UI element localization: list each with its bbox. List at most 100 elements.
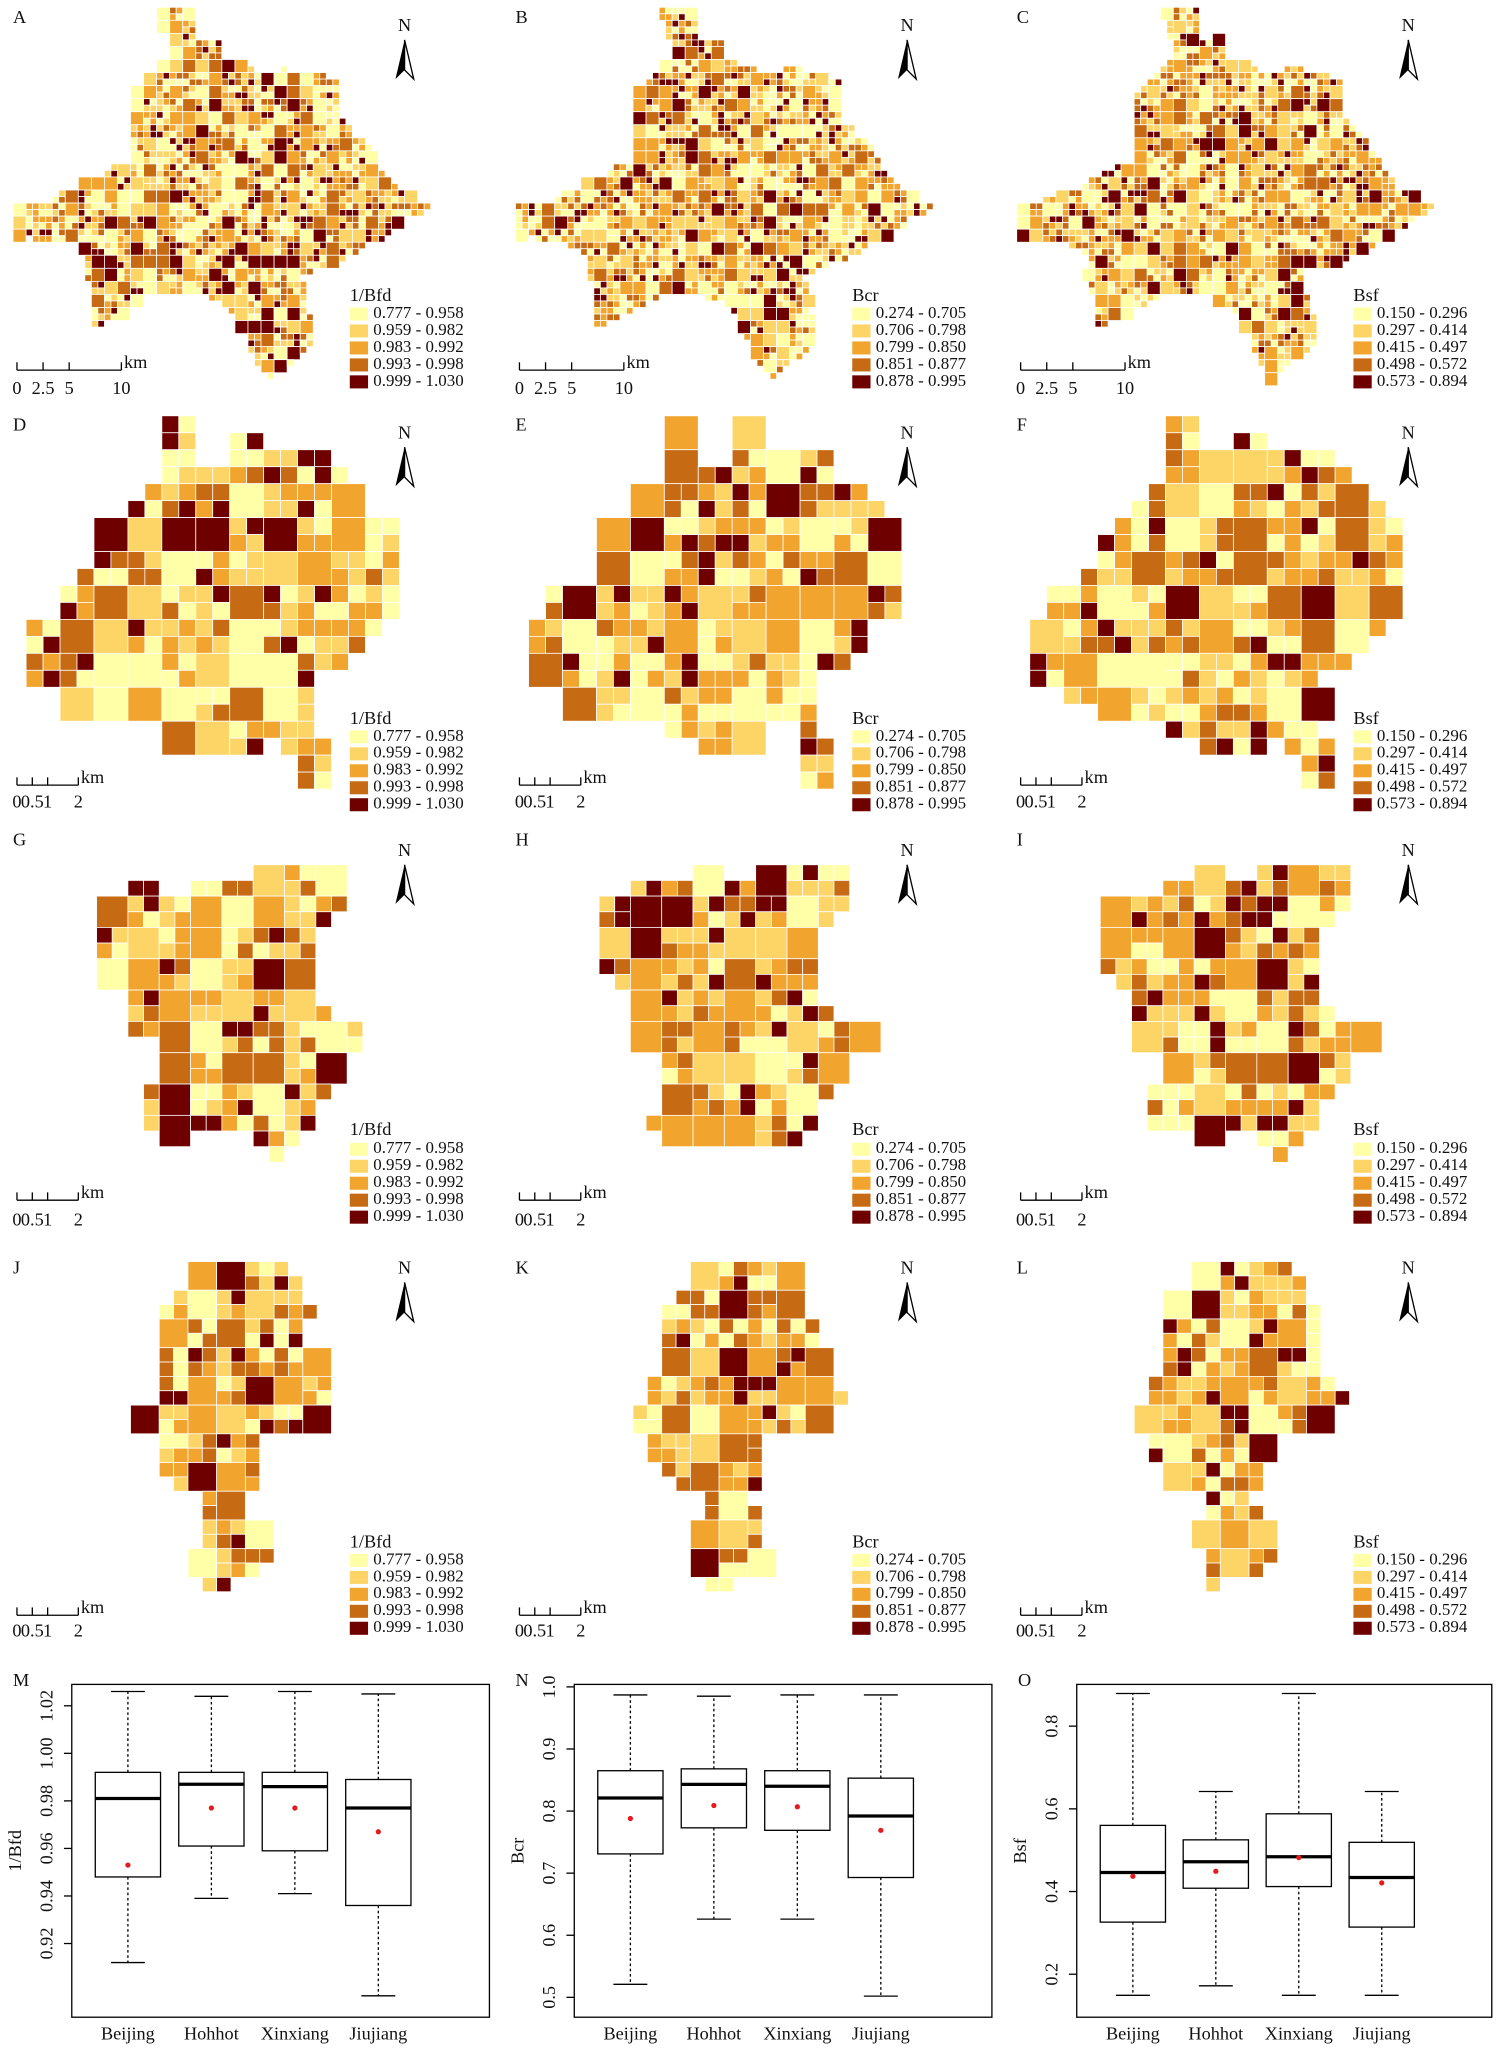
map-block [841, 254, 849, 263]
map-block [697, 85, 712, 100]
map-block [765, 619, 801, 654]
map-block [384, 222, 392, 230]
map-block [817, 895, 835, 913]
map-block [182, 91, 190, 100]
map-block [365, 619, 383, 637]
map-block [1133, 196, 1142, 204]
map-block [632, 163, 647, 178]
map-block [302, 1404, 332, 1435]
map-block [188, 143, 197, 152]
map-block [1218, 170, 1226, 178]
map-block [802, 864, 819, 881]
map-block [697, 534, 716, 552]
map-block [208, 156, 216, 165]
map-block [201, 1361, 218, 1377]
map-block [161, 551, 197, 586]
map-block [1159, 196, 1168, 204]
map-block [671, 170, 680, 178]
map-block [1218, 254, 1226, 263]
map-block [697, 215, 706, 224]
map-block [1316, 254, 1324, 263]
map-block [201, 287, 210, 295]
map-block [678, 156, 686, 165]
map-block [1114, 202, 1122, 210]
map-block [1133, 98, 1142, 106]
map-block [1303, 254, 1318, 269]
north-label: N [900, 1258, 913, 1278]
map-block [241, 254, 249, 263]
map-block [1329, 150, 1337, 158]
map-block [1061, 202, 1070, 210]
map-block [776, 287, 784, 295]
map-block [833, 1390, 849, 1406]
map-block [299, 111, 314, 126]
map-block [1342, 117, 1350, 126]
map-block [632, 254, 640, 263]
map-block [286, 267, 301, 282]
legend-label: 0.573 - 0.894 [1377, 1206, 1468, 1225]
map-block [174, 927, 191, 944]
map-block [1159, 222, 1168, 230]
map-block [704, 222, 712, 230]
map-block [593, 294, 601, 302]
map-block [25, 652, 44, 671]
map-block [692, 974, 710, 991]
scale-tick-label: 0 [515, 378, 524, 398]
map-block [606, 183, 614, 191]
map-block [1101, 202, 1109, 210]
map-block [671, 6, 680, 15]
map-block [661, 880, 678, 897]
map-block [1283, 652, 1302, 671]
map-block [38, 228, 47, 237]
map-block [614, 895, 631, 913]
map-block [288, 1404, 304, 1420]
map-block [613, 183, 621, 191]
map-block [1420, 202, 1429, 210]
map-block [1238, 98, 1246, 106]
map-block [348, 602, 366, 620]
map-block [221, 274, 229, 282]
map-block [1042, 228, 1050, 237]
map-block [1349, 143, 1357, 152]
panel-label: I [1017, 829, 1023, 849]
map-block [671, 39, 680, 47]
map-block [802, 1067, 819, 1085]
map-block [1272, 1099, 1289, 1116]
map-block [1131, 635, 1149, 654]
map-area [515, 6, 934, 380]
map-block [802, 974, 819, 991]
map-block [691, 196, 699, 204]
map-block [645, 209, 653, 217]
map-block [817, 1036, 835, 1054]
map-block [1094, 241, 1102, 250]
map-block [123, 235, 131, 243]
map-block [156, 117, 164, 126]
map-block [162, 85, 171, 93]
map-block [1081, 202, 1089, 210]
map-block [1266, 500, 1285, 518]
map-block [534, 202, 543, 210]
map-block [748, 669, 767, 688]
map-block [1101, 274, 1109, 282]
map-block [808, 241, 817, 250]
map-block [646, 669, 665, 688]
map-block [325, 117, 334, 126]
map-block [169, 137, 177, 145]
map-block [769, 261, 777, 269]
legend-swatch [852, 1587, 871, 1601]
map-block [208, 235, 216, 243]
map-block [593, 209, 601, 217]
map-block [1212, 150, 1220, 158]
map-block [1205, 235, 1213, 243]
map-block [786, 895, 819, 928]
map-block [216, 1433, 232, 1449]
map-block [1212, 33, 1226, 47]
map-block [136, 170, 144, 178]
map-block [297, 635, 315, 654]
map-block [117, 248, 125, 256]
legend-label: 0.999 - 1.030 [373, 1206, 463, 1225]
map-block [1097, 585, 1132, 620]
map-block [756, 215, 764, 224]
